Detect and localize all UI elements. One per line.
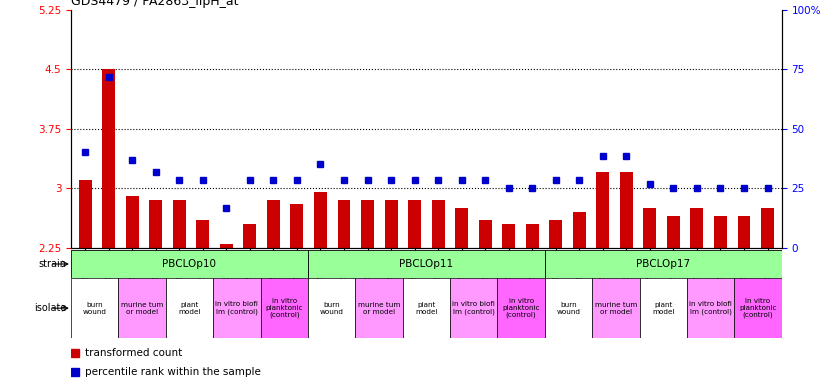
Bar [761,208,774,248]
Text: percentile rank within the sample: percentile rank within the sample [85,367,261,377]
Bar [450,278,497,338]
Bar [592,278,640,338]
Bar [619,172,633,248]
Bar [79,180,92,248]
Text: in vitro
planktonic
(control): in vitro planktonic (control) [266,298,303,318]
Bar [526,224,538,248]
Bar [737,216,751,248]
Bar [71,278,119,338]
Text: burn
wound: burn wound [557,302,580,314]
Bar [734,278,782,338]
Bar [196,220,209,248]
Text: burn
wound: burn wound [83,302,107,314]
Bar [385,200,398,248]
Text: plant
model: plant model [178,302,201,314]
Bar [431,200,445,248]
Bar [687,278,734,338]
Bar [573,212,586,248]
Bar [545,250,782,278]
Bar [403,278,450,338]
Text: PBCLOp17: PBCLOp17 [636,259,691,269]
Text: plant
model: plant model [415,302,437,314]
Bar [361,200,374,248]
Bar [479,220,492,248]
Text: in vitro
planktonic
(control): in vitro planktonic (control) [739,298,777,318]
Bar [314,192,327,248]
Bar [691,208,703,248]
Bar [166,278,213,338]
Text: GDS4479 / PA2863_lipH_at: GDS4479 / PA2863_lipH_at [71,0,238,8]
Bar [640,278,687,338]
Bar [243,224,257,248]
Bar [220,244,233,248]
Bar [355,278,403,338]
Bar [545,278,592,338]
Text: PBCLOp11: PBCLOp11 [400,259,453,269]
Text: PBCLOp10: PBCLOp10 [162,259,217,269]
Bar [102,69,115,248]
Text: murine tum
or model: murine tum or model [594,302,637,314]
Text: burn
wound: burn wound [319,302,344,314]
Text: transformed count: transformed count [85,348,182,358]
Text: murine tum
or model: murine tum or model [121,302,163,314]
Bar [308,250,545,278]
Bar [119,278,166,338]
Text: in vitro
planktonic
(control): in vitro planktonic (control) [502,298,540,318]
Text: plant
model: plant model [652,302,675,314]
Text: murine tum
or model: murine tum or model [358,302,400,314]
Bar [267,200,280,248]
Bar [71,250,308,278]
Bar [408,200,421,248]
Bar [497,278,545,338]
Text: isolate: isolate [34,303,67,313]
Bar [213,278,261,338]
Bar [644,208,656,248]
Bar [667,216,680,248]
Text: in vitro biofi
lm (control): in vitro biofi lm (control) [689,301,732,315]
Bar [261,278,308,338]
Text: in vitro biofi
lm (control): in vitro biofi lm (control) [452,301,495,315]
Bar [308,278,355,338]
Bar [338,200,350,248]
Text: strain: strain [39,259,67,269]
Bar [150,200,162,248]
Bar [173,200,186,248]
Bar [714,216,727,248]
Bar [125,196,139,248]
Bar [596,172,609,248]
Bar [549,220,563,248]
Bar [502,224,515,248]
Bar [455,208,468,248]
Text: in vitro biofi
lm (control): in vitro biofi lm (control) [216,301,258,315]
Bar [290,204,303,248]
